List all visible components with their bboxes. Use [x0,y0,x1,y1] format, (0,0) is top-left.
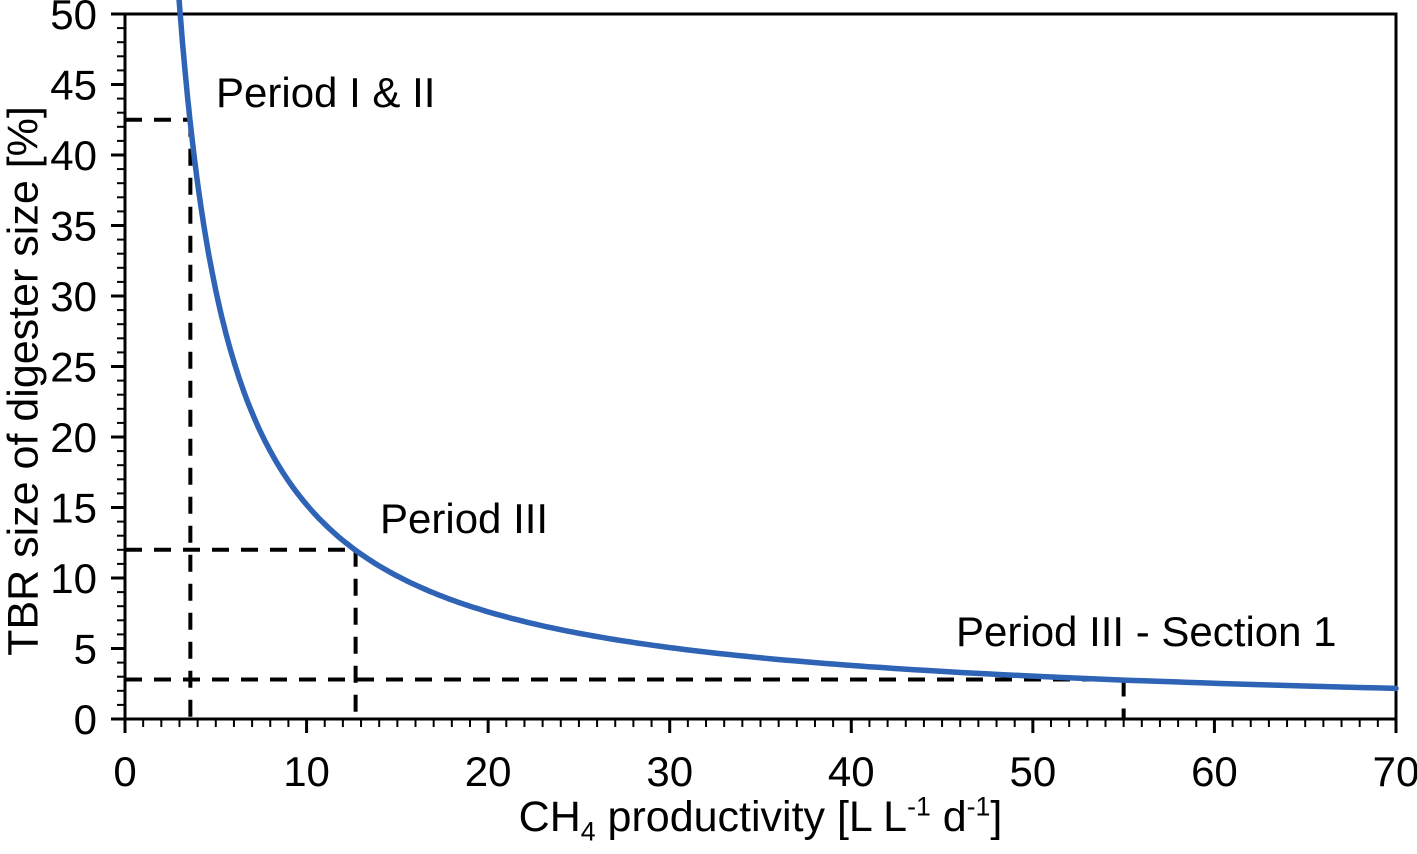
y-tick-label: 40 [50,132,97,179]
methane-productivity-curve [176,0,1399,692]
y-tick-label: 10 [50,555,97,602]
annotation-period-1-2: Period I & II [216,69,436,116]
x-tick-label: 20 [465,748,512,795]
x-axis-title-text: productivity [L L [595,793,908,841]
y-tick-label: 25 [50,344,97,391]
y-tick-label: 20 [50,414,97,461]
x-tick-label: 40 [828,748,875,795]
y-tick-label: 50 [50,0,97,38]
y-tick-label: 45 [50,62,97,109]
x-axis-title-text: d [930,793,967,841]
x-tick-label: 0 [113,748,136,795]
axis-ticks [111,12,1398,733]
annotation-period-3-section-1: Period III - Section 1 [956,608,1337,655]
y-tick-label: 35 [50,203,97,250]
annotation-period-3: Period III [380,495,549,542]
y-tick-label: 15 [50,485,97,532]
guide-lines [125,117,1126,719]
y-tick-labels: 0 5 10 15 20 25 30 35 40 45 50 [50,0,97,743]
x-tick-label: 70 [1373,748,1417,795]
x-tick-label: 50 [1009,748,1056,795]
x-axis-title: CH4 productivity [L L-1 d-1] [125,791,1396,845]
y-axis-title: TBR size of digester size [%] [0,106,48,656]
x-tick-labels: 0 10 20 30 40 50 60 70 [113,748,1417,795]
x-axis-title-superscript: -1 [966,791,991,822]
x-axis-title-superscript: -1 [907,791,931,822]
x-tick-label: 10 [283,748,330,795]
x-axis-title-text: ] [990,793,1003,841]
x-tick-label: 60 [1191,748,1238,795]
x-axis-title-subscript: 4 [580,816,596,847]
y-tick-label: 5 [74,626,97,673]
y-tick-label: 30 [50,273,97,320]
x-axis-title-text: CH [518,793,581,841]
x-tick-label: 30 [646,748,693,795]
y-tick-label: 0 [74,696,97,743]
